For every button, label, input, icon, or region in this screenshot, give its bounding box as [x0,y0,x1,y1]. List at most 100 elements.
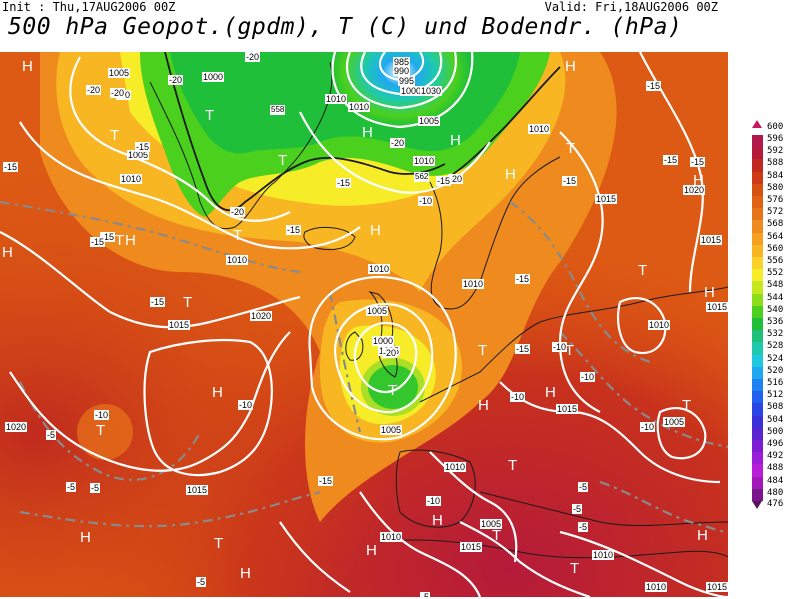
temperature-label: -20 [245,52,261,62]
height-contour-558 [164,52,446,212]
temperature-label: -15 [336,178,352,188]
temperature-label: -15 [515,344,531,354]
isobar-1015-west [0,231,301,329]
legend-entry: 588 [752,158,790,173]
pressure-center-low: T [278,152,288,169]
legend-value: 532 [767,329,784,340]
legend-value: 512 [767,390,784,401]
legend-value: 504 [767,414,784,425]
legend-bottom-label: 476 [767,499,784,509]
legend-swatch [752,281,763,295]
temperature-label: -15 [436,176,452,186]
weather-map: H T T T H H H T H H H T H T H T T H T T … [0,52,728,597]
legend-swatch [752,220,763,234]
isobar-label: 1015 [168,320,191,330]
isobar-label: 1010 [325,94,348,104]
legend-entry: 592 [752,146,790,160]
isobar-1020-ring [143,338,273,477]
isobar-1010-north [19,121,361,250]
field-pale-ring [77,404,133,460]
legend-swatch [752,159,763,173]
height-label: 558 [270,105,286,115]
temperature-label: -10 [640,422,656,432]
isobar-label: 1015 [460,542,483,552]
legend-value: 496 [767,439,784,449]
legend-entry: 548 [752,280,790,295]
isobar-label: 1000 [372,336,395,346]
isobar-1010-low [308,275,457,441]
isobar-label: 1005 [663,417,686,427]
legend-value: 484 [767,475,784,486]
pressure-center-low: T [115,232,125,249]
legend-entry: 532 [752,329,790,343]
pressure-center-low: T [233,227,243,244]
legend-swatch [752,476,763,490]
temperature-label: -15 [150,297,166,307]
height-contour-562 [439,66,561,183]
pressure-center-low: T [566,140,576,157]
temperature-label: -5 [578,482,589,492]
temperature-label: -15 [3,162,19,172]
legend-value: 568 [767,219,784,230]
isobar-label: 1000 [202,72,225,82]
pressure-center-high: H [693,172,704,189]
temperature-label: -20 [230,207,246,217]
isobar-1010-se2 [559,530,728,597]
temperature-label: -15 [90,237,106,247]
isobar-label: 1005 [418,116,441,126]
temperature-label: -5 [46,430,57,440]
isobar-label: 1015 [595,194,618,204]
temp-line-minus5-south [19,490,321,528]
coast-africa [379,539,728,559]
isobar-label: 1005 [480,519,503,529]
isobar-label: 1010 [444,462,467,472]
temperature-label: -10 [510,392,526,402]
field-green-cutoff [368,365,418,409]
legend-entry: 552 [752,268,790,282]
pressure-center-high: H [212,384,223,401]
isobar-1015-sw [279,521,351,593]
height-label: 562 [414,172,430,182]
legend-entry: 568 [752,219,790,234]
temperature-label: -15 [690,157,706,167]
pressure-center-high: H [370,222,381,239]
isobar-995 [345,52,457,110]
isobar-1000-north [331,52,474,129]
isobar-label: 1020 [250,311,273,321]
legend-entry: 536 [752,317,790,331]
legend-entry: 496 [752,439,790,453]
legend-value: 520 [767,365,784,376]
legend-swatch [752,257,763,270]
legend-swatch [752,330,763,343]
legend-entry: 572 [752,207,790,221]
isobar-label: 1005 [380,425,403,435]
legend-entry: 556 [752,256,790,270]
isobar-1010-central [299,111,491,194]
pressure-center-low: T [492,527,502,544]
legend-entry: 564 [752,232,790,246]
temp-line-minus10 [0,200,301,274]
temp-line-minus5-east [599,480,728,534]
temperature-label: -10 [426,496,442,506]
temperature-label: -15 [646,81,662,91]
legend-value: 488 [767,463,784,474]
legend-swatch [752,464,763,478]
isobar-1015-east [558,131,604,413]
isobar-1005-north [69,56,291,222]
temperature-label: -5 [90,483,101,493]
legend-entry: 488 [752,463,790,478]
legend-value: 592 [767,146,784,157]
temp-line-minus5-west [19,381,201,481]
legend-entry: 576 [752,195,790,209]
isobar-label: 1015 [706,582,728,592]
legend-value: 584 [767,170,784,181]
legend-value: 528 [767,341,784,352]
isobar-label: 1015 [700,235,723,245]
pressure-center-high: H [432,512,443,529]
legend-value: 500 [767,426,784,437]
isobar-label: 990 [393,66,411,76]
pressure-center-low: T [565,342,575,359]
isobar-label: 1010 [348,102,371,112]
pressure-center-high: H [366,542,377,559]
temperature-label: -20 [86,85,102,95]
